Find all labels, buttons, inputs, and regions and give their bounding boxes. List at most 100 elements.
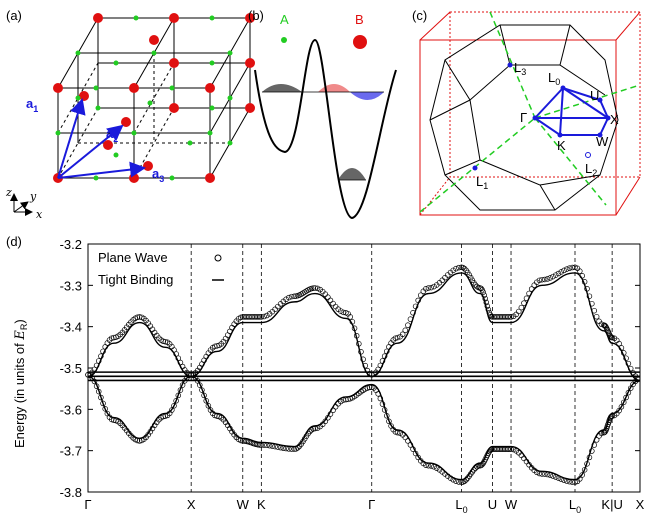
- plane-wave-point: [100, 400, 106, 407]
- bz-diagonals: [419, 11, 641, 213]
- panel-d: (d) Energy (in units of ER) -3.2 -3.3 -3.4…: [6, 234, 645, 515]
- plane-wave-point: [237, 314, 244, 321]
- plane-wave-point: [586, 293, 593, 299]
- lattice-sites-b: [53, 13, 255, 183]
- plane-wave-point: [205, 403, 212, 409]
- double-well-potential: [254, 38, 397, 220]
- lattice-sites-a: [55, 15, 233, 181]
- site-b-dot: [353, 35, 367, 49]
- plane-wave-point: [506, 314, 513, 320]
- point-L3: L3: [514, 60, 526, 77]
- plane-wave-point: [555, 270, 562, 277]
- plane-wave-point: [102, 406, 108, 412]
- plane-wave-point: [442, 274, 448, 281]
- plane-wave-point: [572, 264, 578, 271]
- plane-wave-point: [338, 308, 344, 314]
- plane-wave-point: [620, 399, 627, 406]
- y-tick-label: -3.5: [60, 361, 82, 376]
- plane-wave-point: [544, 276, 551, 282]
- band-deep-fill: [338, 168, 366, 180]
- plane-wave-point: [569, 264, 575, 271]
- plane-wave-point: [593, 313, 600, 320]
- plane-wave-point: [423, 286, 429, 292]
- plane-wave-point: [577, 268, 583, 274]
- plane-wave-point: [579, 472, 585, 478]
- plane-wave-point: [431, 464, 437, 470]
- plane-wave-point: [603, 324, 609, 330]
- plane-wave-point: [162, 338, 169, 345]
- plane-wave-point: [283, 296, 289, 303]
- plane-wave-point: [377, 395, 384, 402]
- point-W: W: [596, 134, 609, 149]
- tight-binding-band: [87, 272, 641, 382]
- plane-wave-point: [450, 267, 456, 274]
- y-tick-label: -3.2: [60, 237, 82, 252]
- panel-a-label: (a): [6, 8, 22, 23]
- point-X: X: [610, 112, 619, 127]
- plane-wave-point: [536, 277, 543, 284]
- plane-wave-point: [347, 314, 353, 320]
- x-tick-label: W: [237, 497, 250, 512]
- x-tick-label: Γ: [84, 497, 91, 512]
- plane-wave-point: [392, 335, 399, 341]
- x-tick-label: L0: [569, 497, 581, 515]
- plane-wave-point: [433, 465, 440, 471]
- plane-wave-point: [203, 398, 209, 404]
- plane-wave-point: [173, 398, 179, 404]
- plane-wave-point: [541, 276, 548, 283]
- panel-b: (b) A B: [248, 8, 397, 220]
- panel-c-label: (c): [412, 8, 427, 23]
- x-tick-label: Γ: [368, 497, 375, 512]
- point-U: U: [590, 88, 599, 103]
- y-tick-label: -3.6: [60, 402, 82, 417]
- legend-circle-marker: [214, 254, 222, 262]
- plane-wave-point: [275, 303, 281, 310]
- panel-d-label: (d): [6, 234, 22, 249]
- vector-a3-label: a3: [152, 166, 164, 184]
- bz-cube: [419, 11, 641, 216]
- site-b-label: B: [355, 12, 364, 27]
- plane-wave-point: [505, 314, 511, 320]
- plane-wave-point: [623, 394, 629, 401]
- plane-wave-point: [456, 264, 462, 271]
- panel-c: (c): [412, 8, 641, 216]
- plane-wave-point: [618, 404, 625, 410]
- plane-wave-point: [460, 264, 466, 271]
- plane-wave-point: [616, 340, 622, 347]
- plane-wave-point: [169, 407, 175, 413]
- y-tick-label: -3.8: [60, 485, 82, 500]
- axis-x-label: x: [36, 208, 43, 221]
- plane-wave-point: [561, 267, 567, 274]
- vector-a1-label: a1: [26, 96, 38, 114]
- plane-wave-point: [425, 285, 432, 291]
- panel-a: (a): [5, 8, 255, 221]
- legend-plane-wave: Plane Wave: [98, 250, 168, 265]
- plane-wave-point: [480, 289, 486, 295]
- plane-wave-point: [402, 327, 409, 334]
- plane-wave-point: [508, 314, 514, 320]
- point-L1: L1: [476, 174, 488, 191]
- plane-wave-point: [472, 282, 479, 288]
- point-K: K: [557, 138, 566, 153]
- plane-wave-point: [566, 265, 573, 271]
- plane-wave-point: [563, 266, 570, 272]
- legend-tight-binding: Tight Binding: [98, 272, 173, 287]
- tight-binding-band: [87, 375, 641, 481]
- point-Gamma: Γ: [520, 110, 527, 125]
- band-b-lower-fill: [350, 92, 384, 100]
- plane-wave-point: [327, 297, 334, 304]
- panel-b-label: (b): [248, 8, 264, 23]
- plane-wave-point: [581, 467, 588, 473]
- y-tick-label: -3.3: [60, 278, 82, 293]
- plane-wave-point: [194, 378, 201, 384]
- coordinate-axes: [10, 193, 33, 216]
- band-a-fill: [262, 84, 302, 92]
- x-tick-label: U: [488, 497, 497, 512]
- plane-wave-point: [264, 312, 270, 319]
- x-tick-label: X: [636, 497, 645, 512]
- plane-wave-point: [550, 273, 556, 280]
- x-tick-label: K: [257, 497, 266, 512]
- plane-wave-point: [436, 467, 443, 473]
- plane-wave-point: [516, 308, 522, 315]
- site-a-label: A: [280, 12, 289, 27]
